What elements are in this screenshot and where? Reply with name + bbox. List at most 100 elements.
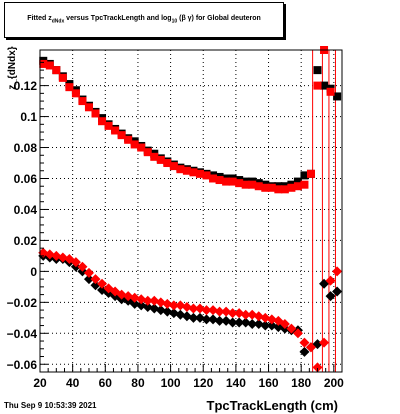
square-marker xyxy=(182,166,191,175)
y-tick-label: 0.06 xyxy=(14,172,38,186)
square-marker xyxy=(293,182,302,191)
y-tick-label: 0.12 xyxy=(14,79,38,93)
x-tick-label: 180 xyxy=(291,376,311,390)
diamond-marker xyxy=(247,319,258,330)
square-marker xyxy=(254,182,263,191)
square-marker xyxy=(150,152,159,161)
square-marker xyxy=(45,61,54,70)
square-marker xyxy=(202,171,211,180)
diamond-marker xyxy=(70,257,81,268)
timestamp: Thu Sep 9 10:53:39 2021 xyxy=(4,401,97,410)
chart-title: Fitted zdNdx versus TpcTrackLength and l… xyxy=(5,15,283,24)
title-versus: versus TpcTrackLength and log xyxy=(66,15,172,22)
y-tick-label: −0.02 xyxy=(7,296,38,310)
diamond-marker xyxy=(90,274,101,285)
diamond-marker xyxy=(332,266,343,277)
diamond-marker xyxy=(77,261,88,272)
square-marker xyxy=(228,177,237,186)
y-tick-label: 0 xyxy=(30,265,37,279)
x-tick-label: 160 xyxy=(259,376,279,390)
title-fitted: Fitted xyxy=(27,15,47,22)
diamond-marker xyxy=(305,342,316,353)
y-tick-label: 0.02 xyxy=(14,234,38,248)
square-marker xyxy=(52,66,61,75)
square-marker xyxy=(300,180,309,189)
diamond-marker xyxy=(201,314,212,325)
diamond-marker xyxy=(292,328,303,339)
y-axis-label: z_{dNdx} xyxy=(7,46,18,89)
square-marker xyxy=(156,155,165,164)
square-marker xyxy=(111,126,120,135)
title-box: Fitted zdNdx versus TpcTrackLength and l… xyxy=(4,2,284,38)
diamond-marker xyxy=(286,323,297,334)
square-marker xyxy=(222,177,231,186)
x-tick-label: 60 xyxy=(99,376,113,390)
diamond-marker xyxy=(214,306,225,317)
square-marker xyxy=(248,180,257,189)
y-tick-label: −0.06 xyxy=(7,358,38,372)
square-marker xyxy=(267,183,276,192)
diamond-marker xyxy=(332,286,343,297)
square-marker xyxy=(313,66,322,75)
y-tick-label: −0.04 xyxy=(7,327,38,341)
y-tick-label: 0.04 xyxy=(14,203,38,217)
diamond-marker xyxy=(142,295,153,306)
x-tick-label: 200 xyxy=(324,376,344,390)
diamond-marker xyxy=(168,300,179,311)
square-marker xyxy=(300,171,309,180)
square-marker xyxy=(169,162,178,171)
square-marker xyxy=(293,177,302,186)
square-marker xyxy=(58,73,67,82)
square-marker xyxy=(137,143,146,152)
square-marker xyxy=(274,185,283,194)
square-marker xyxy=(287,183,296,192)
diamond-marker xyxy=(299,337,310,348)
x-axis-label: TpcTrackLength (cm) xyxy=(207,398,338,413)
title-tail: (β γ) for Global deuteron xyxy=(179,15,261,22)
square-marker xyxy=(65,83,74,92)
square-marker xyxy=(195,169,204,178)
x-tick-label: 140 xyxy=(226,376,246,390)
title-z-subscript: dNdx xyxy=(51,18,65,25)
diamond-marker xyxy=(97,278,108,289)
x-tick-label: 20 xyxy=(33,376,47,390)
diamond-marker xyxy=(325,291,336,302)
square-marker xyxy=(313,81,322,90)
axis-ticks: 20 40 60 80 100 120 140 160 180 200 −0.06 −0.04 −0.0… xyxy=(7,61,344,390)
diamond-marker xyxy=(312,362,323,373)
diamond-marker xyxy=(227,317,238,328)
square-marker xyxy=(98,117,107,126)
square-marker xyxy=(84,103,93,112)
square-marker xyxy=(130,140,139,149)
square-marker xyxy=(39,59,48,68)
square-marker xyxy=(124,135,133,144)
diamond-marker xyxy=(83,267,94,278)
square-marker xyxy=(326,87,335,96)
diamond-marker xyxy=(319,337,330,348)
square-marker xyxy=(117,131,126,140)
data-markers xyxy=(38,46,343,373)
square-marker xyxy=(280,185,289,194)
square-marker xyxy=(91,109,100,118)
square-marker xyxy=(78,97,87,106)
square-marker xyxy=(320,81,329,90)
diamond-marker xyxy=(279,319,290,330)
x-tick-label: 120 xyxy=(193,376,213,390)
red-vertical-lines xyxy=(312,50,336,372)
x-tick-label: 80 xyxy=(131,376,145,390)
square-marker xyxy=(333,92,342,101)
square-marker xyxy=(176,165,185,174)
diamond-marker xyxy=(260,320,271,331)
diamond-marker xyxy=(214,315,225,326)
square-marker xyxy=(235,179,244,188)
diamond-marker xyxy=(227,308,238,319)
square-marker xyxy=(241,180,250,189)
x-tick-label: 100 xyxy=(161,376,181,390)
square-marker xyxy=(163,159,172,168)
y-tick-label: 0.1 xyxy=(20,110,37,124)
y-tick-label: 0.08 xyxy=(14,141,38,155)
square-marker xyxy=(104,121,113,130)
diamond-marker xyxy=(83,274,94,285)
square-marker xyxy=(143,148,152,157)
